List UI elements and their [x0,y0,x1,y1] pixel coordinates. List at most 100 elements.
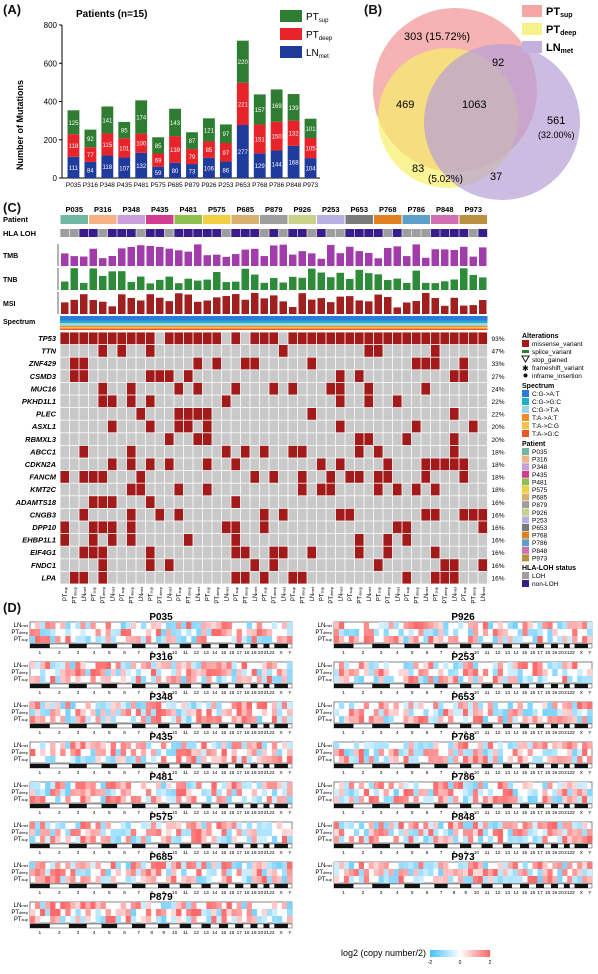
chromosome-band [447,683,461,689]
cn-cell [458,662,464,669]
cn-cell [532,756,538,763]
oncoprint-cell [278,559,288,571]
cn-cell [537,676,543,683]
oncoprint-cell [98,571,108,584]
track-bar [403,282,411,290]
cn-cell [256,742,263,749]
bar-value-label: 73 [189,170,196,176]
cn-cell [65,836,71,843]
spectrum-segment [383,320,393,323]
oncoprint-cell [411,357,421,370]
oncoprint-cell [193,521,203,534]
chromosome-band [502,843,512,849]
oncoprint-cell [98,546,108,559]
cn-cell [221,909,227,916]
cn-cell [115,756,121,763]
cn-cell [338,862,345,869]
cn-cell [90,902,96,909]
cn-cell [522,756,528,763]
cn-cell [388,709,394,716]
cn-cell [343,869,350,876]
patient-color-bar [117,215,145,224]
chromosome-label: 21 [264,810,270,816]
oncoprint-cell [145,382,155,395]
oncoprint-cell [231,496,241,508]
cn-cell [281,622,288,629]
cn-cell [547,636,553,643]
chromosome-label: 6 [123,930,126,936]
cn-cell [502,782,508,789]
oncoprint-cell [316,370,326,382]
oncoprint-cell [174,408,184,420]
cn-cell [527,796,533,803]
x-tick-label: P973 [303,182,319,189]
chromosome-band [434,683,448,689]
cn-cell [577,876,583,883]
cn-cell [95,702,101,709]
cn-cell [338,716,345,723]
sample-title: P253 [451,652,475,663]
oncoprint-cell [164,332,174,345]
cn-cell [286,836,293,843]
cn-cell [507,702,513,709]
cn-cell [567,709,573,716]
oncoprint-cell [373,571,383,584]
oncoprint-cell [459,508,469,521]
cn-cell [115,629,121,636]
cn-cell [150,702,157,709]
oncoprint-cell [335,508,345,521]
cn-cell [463,869,469,876]
cn-cell [145,902,152,909]
cn-cell [115,796,121,803]
cn-cell [398,862,404,869]
spectrum-segment [136,327,146,329]
chromosome-label: 2 [362,690,365,696]
hla-cell [250,229,260,237]
cn-cell [517,669,523,676]
cn-cell [60,876,66,883]
track-bar [165,301,173,314]
oncoprint-cell [174,559,184,571]
oncoprint-cell [88,496,98,508]
oncoprint-cell [307,559,317,571]
chromosome-band [190,843,202,849]
hla-cell [259,229,269,237]
chromosome-label: 16 [530,770,536,776]
chromosome-label: 17 [237,890,243,896]
cn-cell [418,829,424,836]
oncoprint-cell [240,521,250,534]
spectrum-segment [69,327,79,329]
oncoprint-cell [326,508,336,521]
chromosome-band [502,723,512,729]
cn-cell [35,636,41,643]
bar-segment [101,155,114,178]
cn-cell [562,782,568,789]
spectrum-segment [402,316,412,321]
oncoprint-cell [107,483,117,496]
chromosome-band [29,723,50,729]
oncoprint-cell [440,370,450,382]
oncoprint-cell [440,559,450,571]
cn-cell [85,902,91,909]
cn-cell [201,836,207,843]
cn-cell [458,709,464,716]
oncoprint-cell [335,433,345,445]
chromosome-label: 6 [426,810,429,816]
oncoprint-cell [193,345,203,357]
cn-cell [161,636,167,643]
spectrum-segment [307,327,317,329]
cn-cell [186,876,192,883]
cn-cell [206,669,212,676]
oncoprint-cell [107,332,117,345]
oncoprint-cell [421,408,431,420]
cn-cell [408,622,414,629]
bar-value-label: 132 [289,132,300,138]
cn-cell [155,636,162,643]
spectrum-segment [259,323,269,326]
chromosome-band [49,683,70,689]
track-bar [431,249,439,266]
cn-cell [65,902,71,909]
cn-cell [231,916,237,923]
cn-cell [378,676,384,683]
cn-cell [547,702,553,709]
